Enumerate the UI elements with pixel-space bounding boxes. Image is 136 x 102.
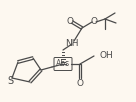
Text: S: S: [7, 76, 13, 86]
Text: NH: NH: [65, 39, 79, 48]
Text: O: O: [67, 18, 73, 27]
Text: O: O: [76, 79, 84, 88]
Text: OH: OH: [99, 50, 113, 59]
Text: Abs: Abs: [56, 59, 70, 69]
FancyBboxPatch shape: [54, 58, 72, 70]
Text: O: O: [90, 17, 98, 26]
